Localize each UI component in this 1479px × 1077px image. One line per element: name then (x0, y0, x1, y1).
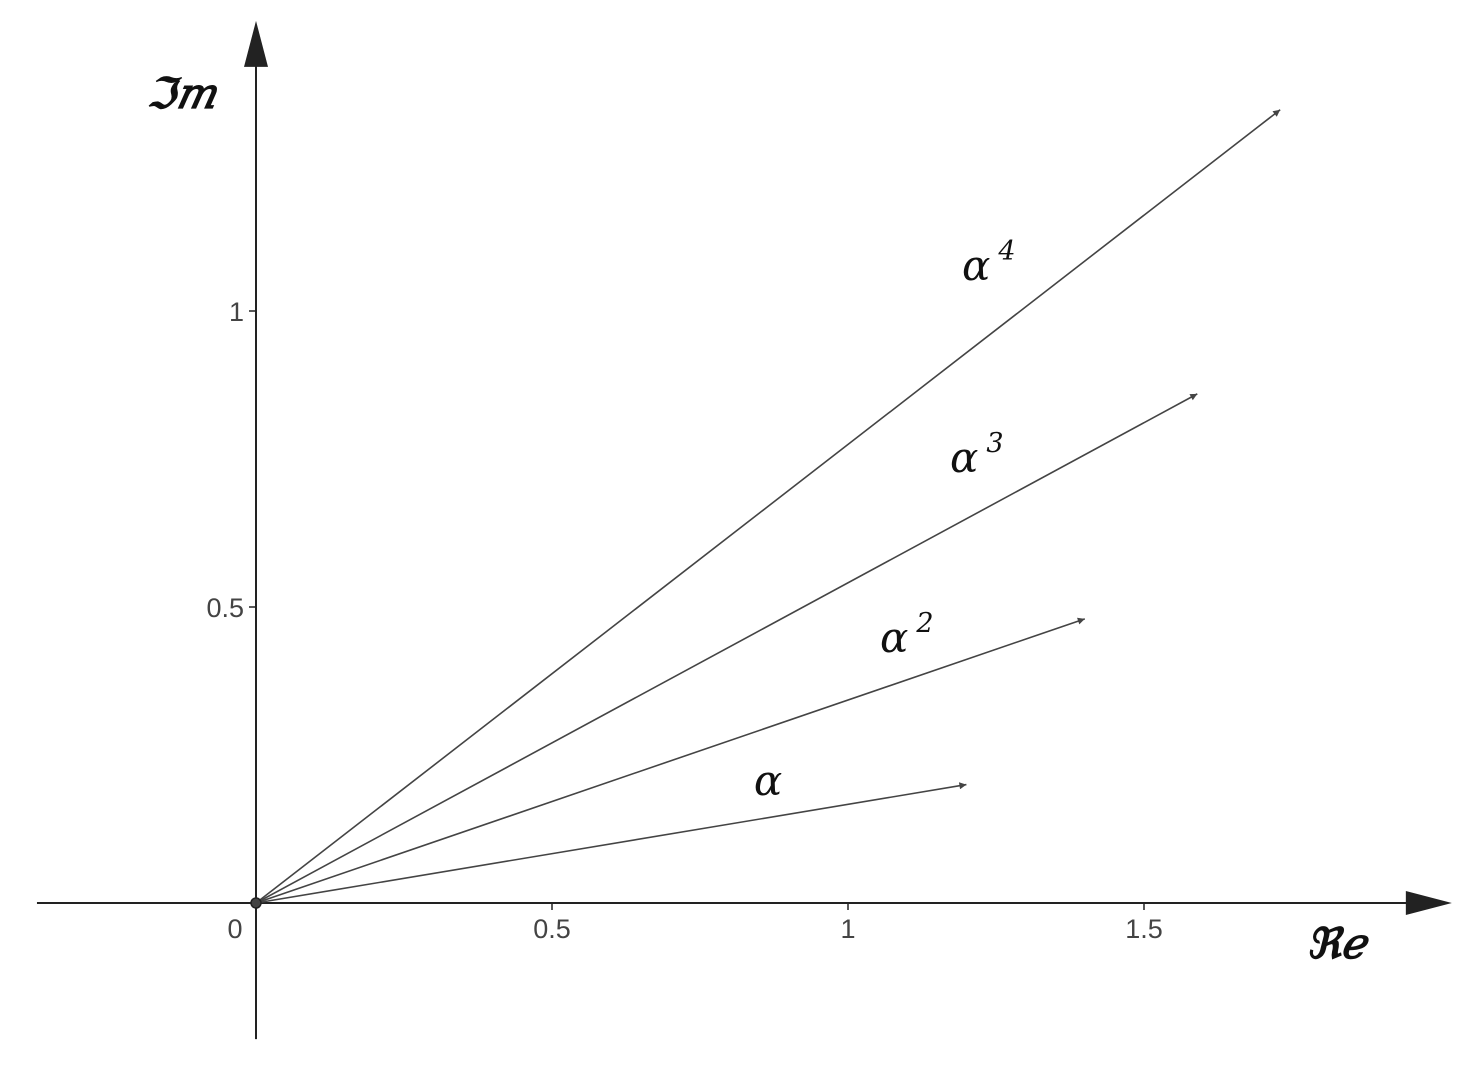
imaginary-axis-ticks: 0.51 (206, 297, 256, 623)
vectors: α α 2 α 3 α 4 (255, 109, 1281, 904)
axes (36, 20, 1452, 1040)
real-axis-tick-label: 1 (840, 914, 855, 944)
imaginary-axis-tick-label: 1 (229, 297, 244, 327)
imaginary-axis-title: ℑ𝑚 (146, 69, 217, 118)
vector-line (255, 617, 1086, 904)
imaginary-axis-tick-label: 0.5 (206, 593, 244, 623)
vector-line (255, 109, 1281, 904)
vector-label: α (754, 756, 782, 805)
real-axis-tick-label: 1.5 (1125, 914, 1163, 944)
real-axis-tick-label: 0 (227, 914, 242, 944)
real-axis-arrowhead (1405, 891, 1452, 915)
real-axis-title: ℜ𝑒 (1306, 919, 1369, 968)
imaginary-axis-arrowhead (244, 20, 268, 67)
real-axis-ticks: 0 0.5 1 1.5 (227, 903, 1163, 944)
vector-line (255, 393, 1198, 904)
vector-line (255, 782, 967, 904)
origin-point (250, 897, 262, 909)
vector-1: α (255, 756, 967, 904)
real-axis-tick-label: 0.5 (533, 914, 571, 944)
